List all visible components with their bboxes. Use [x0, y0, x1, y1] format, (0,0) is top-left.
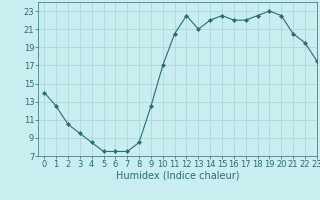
X-axis label: Humidex (Indice chaleur): Humidex (Indice chaleur): [116, 171, 239, 181]
